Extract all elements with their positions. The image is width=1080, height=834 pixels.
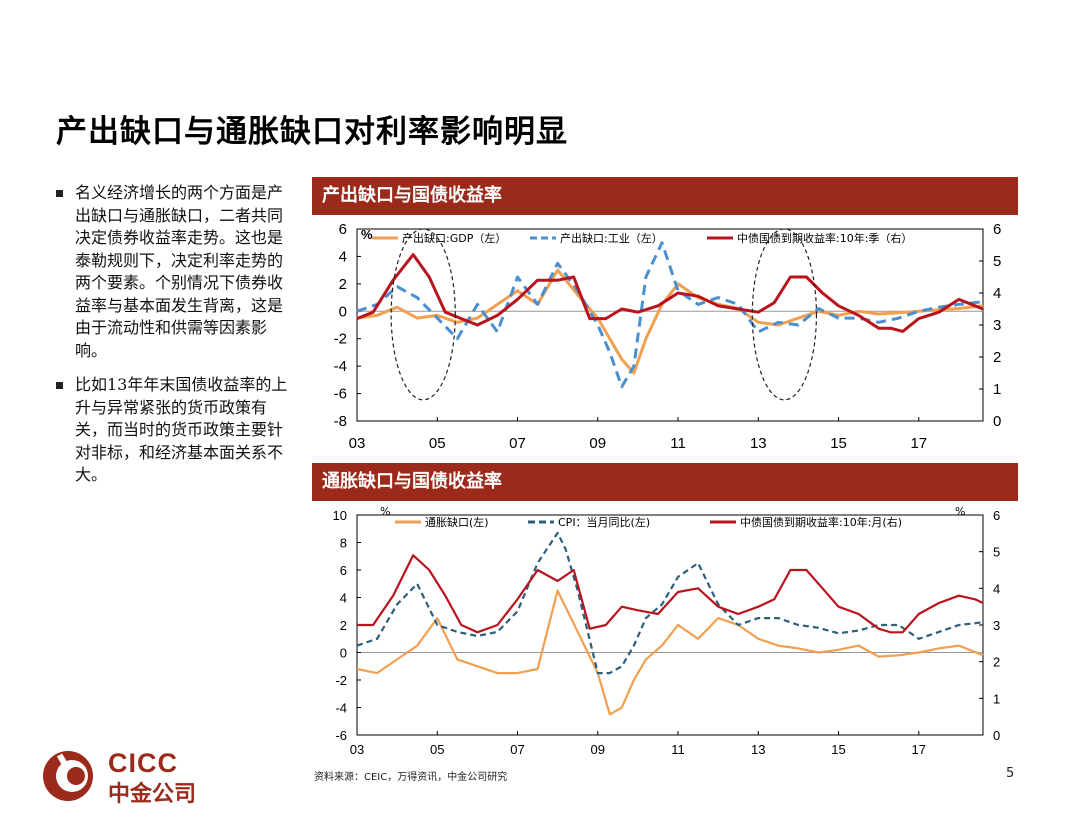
left-tick-label: -8 <box>334 413 347 430</box>
legend-label-0: 通胀缺口(左) <box>425 515 489 529</box>
left-tick-label: -2 <box>335 673 347 688</box>
bullet-text: 名义经济增长的两个方面是产出缺口与通胀缺口，二者共同决定债券收益率走势。这也是泰… <box>75 183 284 360</box>
right-tick-label: 4 <box>993 581 1000 596</box>
right-tick-label: 2 <box>993 655 1000 670</box>
unit-label: % <box>361 227 373 242</box>
x-tick-label: 09 <box>589 435 606 452</box>
left-tick-label: 2 <box>340 618 347 633</box>
x-tick-label: 03 <box>349 435 366 452</box>
left-tick-label: 6 <box>339 221 347 238</box>
left-tick-label: -6 <box>335 728 347 743</box>
series-line-2 <box>357 554 984 634</box>
left-tick-label: -4 <box>335 701 347 716</box>
legend-label-0: 产出缺口:GDP（左） <box>402 231 506 245</box>
plot-frame <box>356 514 984 736</box>
left-tick-label: 4 <box>340 591 347 606</box>
right-tick-label: 0 <box>993 728 1000 743</box>
logo-name-en: CICC <box>108 748 178 778</box>
right-tick-label: 6 <box>993 221 1001 238</box>
series-line-1 <box>356 531 984 675</box>
bullet-square-icon <box>56 382 63 389</box>
right-tick-label: 5 <box>993 253 1001 270</box>
x-tick-label: 17 <box>912 742 926 757</box>
x-tick-label: 15 <box>830 435 847 452</box>
right-tick-label: 5 <box>993 545 1000 560</box>
left-tick-label: 6 <box>340 563 347 578</box>
right-tick-label: 6 <box>993 508 1000 523</box>
chart2-title: 通胀缺口与国债收益率 <box>312 463 1018 501</box>
plot-frame <box>356 228 984 422</box>
x-tick-label: 11 <box>671 742 685 757</box>
right-tick-label: 1 <box>993 381 1001 398</box>
x-tick-label: 13 <box>750 435 767 452</box>
right-tick-label: 3 <box>993 618 1000 633</box>
x-tick-label: 17 <box>910 435 927 452</box>
bullet-text: 比如13年年末国债收益率的上升与异常紧张的货币政策有关，而当时的货币政策主要针对… <box>75 375 288 484</box>
x-tick-label: 05 <box>429 435 446 452</box>
left-tick-label: 10 <box>333 508 347 523</box>
left-tick-label: 2 <box>339 276 347 293</box>
cicc-logo: CICC 中金公司 <box>38 746 208 807</box>
left-tick-label: -2 <box>334 331 347 348</box>
logo-name-cn: 中金公司 <box>108 782 197 807</box>
x-tick-label: 03 <box>350 742 364 757</box>
bullet-list: 名义经济增长的两个方面是产出缺口与通胀缺口，二者共同决定债券收益率走势。这也是泰… <box>56 182 288 499</box>
annotation-ellipse <box>390 228 456 401</box>
page-number: 5 <box>1006 766 1015 781</box>
left-tick-label: 8 <box>340 536 347 551</box>
left-tick-label: 4 <box>339 248 347 265</box>
bullet-square-icon <box>56 190 63 197</box>
left-tick-label: 0 <box>340 646 347 661</box>
x-tick-label: 05 <box>430 742 444 757</box>
bullet-item: 比如13年年末国债收益率的上升与异常紧张的货币政策有关，而当时的货币政策主要针对… <box>56 374 288 487</box>
chart1-title: 产出缺口与国债收益率 <box>312 177 1018 215</box>
legend-label-2: 中债国债到期收益率:10年:月(右) <box>740 515 902 529</box>
bullet-item: 名义经济增长的两个方面是产出缺口与通胀缺口，二者共同决定债券收益率走势。这也是泰… <box>56 182 288 362</box>
series-line-2 <box>356 253 984 333</box>
right-tick-label: 3 <box>993 317 1001 334</box>
x-tick-label: 15 <box>831 742 845 757</box>
legend-label-1: 产出缺口:工业（左） <box>560 231 663 245</box>
annotation-ellipse <box>751 228 818 401</box>
right-tick-label: 1 <box>993 691 1000 706</box>
legend-label-2: 中债国债到期收益率:10年:季（右） <box>737 231 912 245</box>
page-title: 产出缺口与通胀缺口对利率影响明显 <box>56 114 568 150</box>
unit-label-right: % <box>955 505 965 518</box>
source-note: 资料来源：CEIC，万得资讯，中金公司研究 <box>314 772 508 783</box>
legend-label-1: CPI：当月同比(左) <box>558 515 650 529</box>
right-tick-label: 2 <box>993 349 1001 366</box>
right-tick-label: 4 <box>993 285 1001 302</box>
x-tick-label: 11 <box>670 435 686 452</box>
right-tick-label: 0 <box>993 413 1001 430</box>
x-tick-label: 13 <box>751 742 765 757</box>
x-tick-label: 07 <box>510 742 524 757</box>
series-line-0 <box>356 589 984 716</box>
cicc-logo-icon <box>43 751 93 801</box>
x-tick-label: 09 <box>591 742 605 757</box>
unit-label-left: % <box>380 505 390 518</box>
left-tick-label: -6 <box>334 386 347 403</box>
x-tick-label: 07 <box>509 435 526 452</box>
left-tick-label: 0 <box>339 303 347 320</box>
left-tick-label: -4 <box>334 358 347 375</box>
